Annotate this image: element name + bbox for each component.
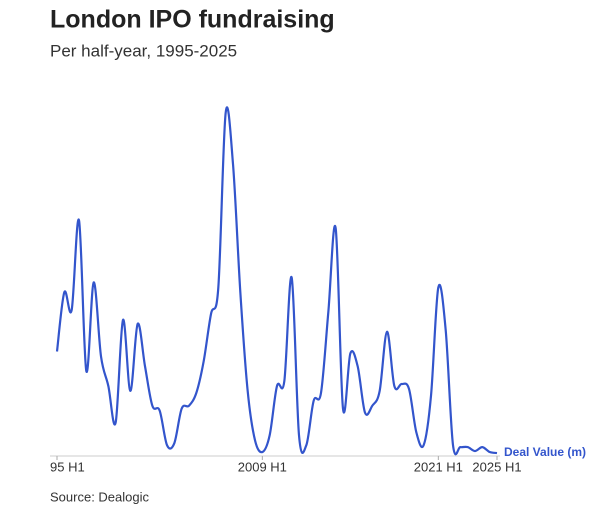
line bbox=[55, 106, 498, 456]
chart-subtitle: Per half-year, 1995-2025 bbox=[50, 41, 237, 60]
x-tick-label: 2025 H1 bbox=[472, 459, 521, 474]
chart-title: London IPO fundraising bbox=[50, 6, 335, 34]
x-tick-label: 2021 H1 bbox=[414, 459, 463, 474]
x-tick-label: 2009 H1 bbox=[238, 459, 287, 474]
series-label: Deal Value (m) bbox=[504, 445, 586, 459]
x-tick-label: 95 H1 bbox=[50, 459, 85, 474]
source: Source: Dealogic bbox=[50, 489, 149, 504]
